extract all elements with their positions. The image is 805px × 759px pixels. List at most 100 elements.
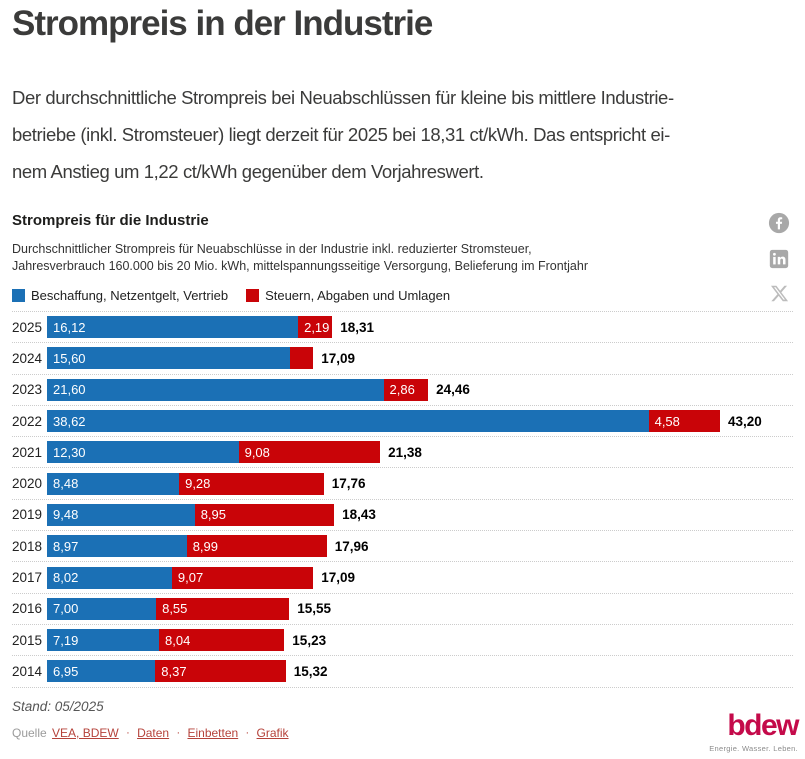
legend-item-procurement: Beschaffung, Netzentgelt, Vertrieb [12,288,228,303]
bar-row: 2021 12,30 9,08 21,38 [12,436,793,467]
bar-track: 8,97 8,99 17,96 [47,535,369,558]
chart-title: Strompreis für die Industrie [12,212,209,229]
source-row: Quelle VEA, BDEW · Daten · Einbetten · G… [12,726,291,740]
bar-row: 2015 7,19 8,04 15,23 [12,623,793,655]
x-share-icon[interactable] [770,284,789,303]
legend-label: Steuern, Abgaben und Umlagen [265,288,451,303]
year-label: 2021 [12,444,43,460]
segment-value-label: 8,48 [53,476,79,492]
bar-row: 2022 38,62 4,58 43,20 [12,404,793,436]
bar-segment-taxes: 9,28 [179,472,324,495]
segment-value-label: 12,30 [53,444,86,460]
segment-value-label: 7,19 [53,632,79,648]
total-value-label: 17,76 [331,476,366,492]
row-separator [12,686,793,688]
bar-row: 2018 8,97 8,99 17,96 [12,530,793,561]
stand-note: Stand: 05/2025 [12,699,104,714]
link-separator: · [176,727,181,739]
segment-value-label: 8,99 [192,538,218,554]
bar-track: 7,00 8,55 15,55 [47,597,332,620]
intro-paragraph: Der durchschnittliche Strompreis bei Neu… [12,79,674,190]
bar-segment-procurement: 15,60 [47,347,290,370]
bar-segment-taxes: 8,95 [194,503,335,526]
legend-label: Beschaffung, Netzentgelt, Vertrieb [31,288,229,303]
total-value-label: 18,43 [342,507,376,523]
link-separator: · [126,727,130,739]
bar-row: 2025 16,12 2,19 18,31 [12,311,793,342]
page-title: Strompreis in der Industrie [12,4,433,43]
source-link-einbetten[interactable]: Einbetten [187,726,239,740]
year-label: 2015 [12,632,43,648]
bar-segment-taxes: 8,04 [159,629,285,652]
segment-value-label: 21,60 [53,382,86,398]
legend: Beschaffung, Netzentgelt, Vertrieb Steue… [12,288,450,303]
bar-track: 21,60 2,86 24,46 [47,378,470,401]
segment-value-label: 8,04 [165,632,191,648]
segment-value-label: 15,60 [53,350,86,366]
chart-description-line: Jahresverbrauch 160.000 bis 20 Mio. kWh,… [12,259,589,273]
bar-row: 2023 21,60 2,86 24,46 [12,373,793,405]
link-separator: · [245,727,250,739]
intro-line: betriebe (inkl. Stromsteuer) liegt derze… [12,124,670,145]
chart-description-line: Durchschnittlicher Strompreis für Neuabs… [12,242,532,256]
facebook-share-icon[interactable] [768,212,790,234]
source-link-daten[interactable]: Daten [137,726,170,740]
total-value-label: 15,55 [297,601,332,617]
bar-track: 7,19 8,04 15,23 [47,629,326,652]
total-value-label: 17,96 [334,538,369,554]
total-value-label: 15,32 [293,663,328,679]
bar-segment-procurement: 8,02 [47,566,172,589]
intro-line: nem Anstieg um 1,22 ct/kWh gegenüber dem… [12,161,484,182]
bar-segment-procurement: 8,48 [47,472,180,495]
bar-segment-taxes: 9,07 [171,566,314,589]
bar-segment-taxes: 2,86 [383,378,429,401]
bar-segment-taxes: 8,37 [155,660,286,683]
bar-segment-taxes: 4,58 [648,410,720,433]
bar-track: 8,48 9,28 17,76 [47,472,366,495]
year-label: 2017 [12,570,43,586]
bar-segment-procurement: 12,30 [47,441,239,464]
bar-track: 15,60 17,09 [47,347,355,370]
bar-segment-taxes: 9,08 [238,441,381,464]
segment-value-label: 4,58 [654,413,680,429]
segment-value-label: 8,55 [162,601,188,617]
bar-segment-taxes: 2,19 [298,316,333,339]
bar-segment-procurement: 7,19 [47,629,159,652]
year-label: 2020 [12,476,43,492]
bar-chart: 2025 16,12 2,19 18,31 2024 15,60 [12,311,793,688]
bar-track: 16,12 2,19 18,31 [47,316,374,339]
bar-segment-procurement: 8,97 [47,535,187,558]
total-value-label: 24,46 [436,382,470,398]
legend-swatch-blue [12,289,25,302]
share-buttons [766,212,792,303]
chart-description: Durchschnittlicher Strompreis für Neuabs… [12,241,588,275]
bar-track: 9,48 8,95 18,43 [47,503,376,526]
bar-track: 6,95 8,37 15,32 [47,660,328,683]
segment-value-label: 16,12 [53,319,86,335]
bar-row: 2020 8,48 9,28 17,76 [12,467,793,498]
year-label: 2018 [12,538,43,554]
bar-segment-taxes [290,347,314,370]
source-link-grafik[interactable]: Grafik [256,726,289,740]
segment-value-label: 9,08 [244,444,270,460]
legend-swatch-red [246,289,260,302]
year-label: 2023 [12,382,43,398]
bdew-wordmark: bdew [727,709,799,742]
total-value-label: 43,20 [727,413,762,429]
source-link-vea-bdew[interactable]: VEA, BDEW [52,726,119,740]
bar-row: 2016 7,00 8,55 15,55 [12,592,793,624]
segment-value-label: 8,02 [53,570,79,586]
segment-value-label: 2,19 [304,319,330,335]
bar-segment-procurement: 16,12 [47,316,299,339]
linkedin-share-icon[interactable] [769,249,789,269]
bar-row: 2017 8,02 9,07 17,09 [12,561,793,592]
bar-track: 8,02 9,07 17,09 [47,566,355,589]
bar-track: 12,30 9,08 21,38 [47,441,422,464]
year-label: 2024 [12,350,43,366]
segment-value-label: 8,95 [200,507,226,523]
total-value-label: 18,31 [340,319,374,335]
year-label: 2022 [12,413,43,429]
segment-value-label: 6,95 [53,663,79,679]
year-label: 2016 [12,601,43,617]
